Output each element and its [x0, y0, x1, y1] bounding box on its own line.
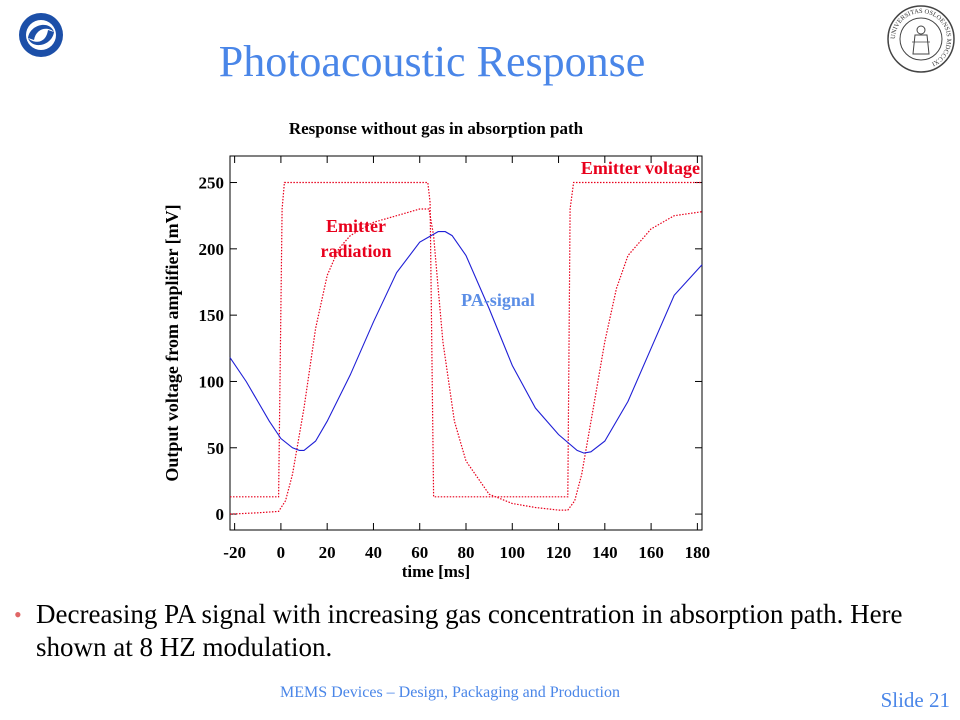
chart: Response without gas in absorption path -… [162, 119, 710, 581]
annotation-line: Emitter [326, 216, 386, 236]
x-axis-label: time [ms] [402, 562, 470, 581]
chart-title: Response without gas in absorption path [289, 119, 584, 138]
institute-logo-icon [16, 10, 66, 60]
slide-title: Photoacoustic Response [218, 37, 646, 86]
y-axis-label: Output voltage from amplifier [mV] [162, 204, 182, 481]
y-tick-label: 100 [199, 372, 225, 391]
x-tick-label: 60 [411, 543, 428, 562]
x-tick-label: 100 [500, 543, 526, 562]
x-tick-label: -20 [223, 543, 246, 562]
y-tick-label: 150 [199, 306, 225, 325]
y-tick-label: 250 [199, 174, 225, 193]
plot-frame [229, 155, 703, 531]
bullet-text: Decreasing PA signal with increasing gas… [36, 599, 903, 662]
series-line-emitter-voltage [230, 181, 702, 498]
y-tick-label: 0 [216, 505, 225, 524]
annotation-2: Emitter radiation [320, 216, 391, 261]
x-tick-label: 120 [546, 543, 572, 562]
y-tick-label: 50 [207, 439, 224, 458]
annotation-line: radiation [320, 241, 391, 261]
university-seal-icon: UNIVERSITAS OSLOENSIS MDCCCXI [886, 4, 956, 74]
annotation-line: PA-signal [461, 290, 535, 310]
bullet-dot-icon: • [14, 602, 22, 627]
x-tick-label: 40 [365, 543, 382, 562]
annotation-3: PA-signal [461, 290, 535, 310]
x-tick-label: 80 [458, 543, 475, 562]
x-tick-label: 0 [277, 543, 286, 562]
series-line-pa-signal [229, 231, 703, 454]
annotation-line: Emitter voltage [581, 158, 700, 178]
x-tick-label: 140 [592, 543, 618, 562]
bullet-item: • Decreasing PA signal with increasing g… [14, 598, 914, 664]
x-tick-label: 20 [319, 543, 336, 562]
annotation-1: Emitter voltage [581, 158, 700, 178]
series-line-emitter-radiation [229, 208, 703, 515]
slide-number: Slide 21 [880, 688, 950, 712]
x-tick-label: 160 [638, 543, 664, 562]
footer-text: MEMS Devices – Design, Packaging and Pro… [280, 684, 620, 701]
x-tick-label: 180 [685, 543, 710, 562]
y-tick-label: 200 [199, 240, 225, 259]
